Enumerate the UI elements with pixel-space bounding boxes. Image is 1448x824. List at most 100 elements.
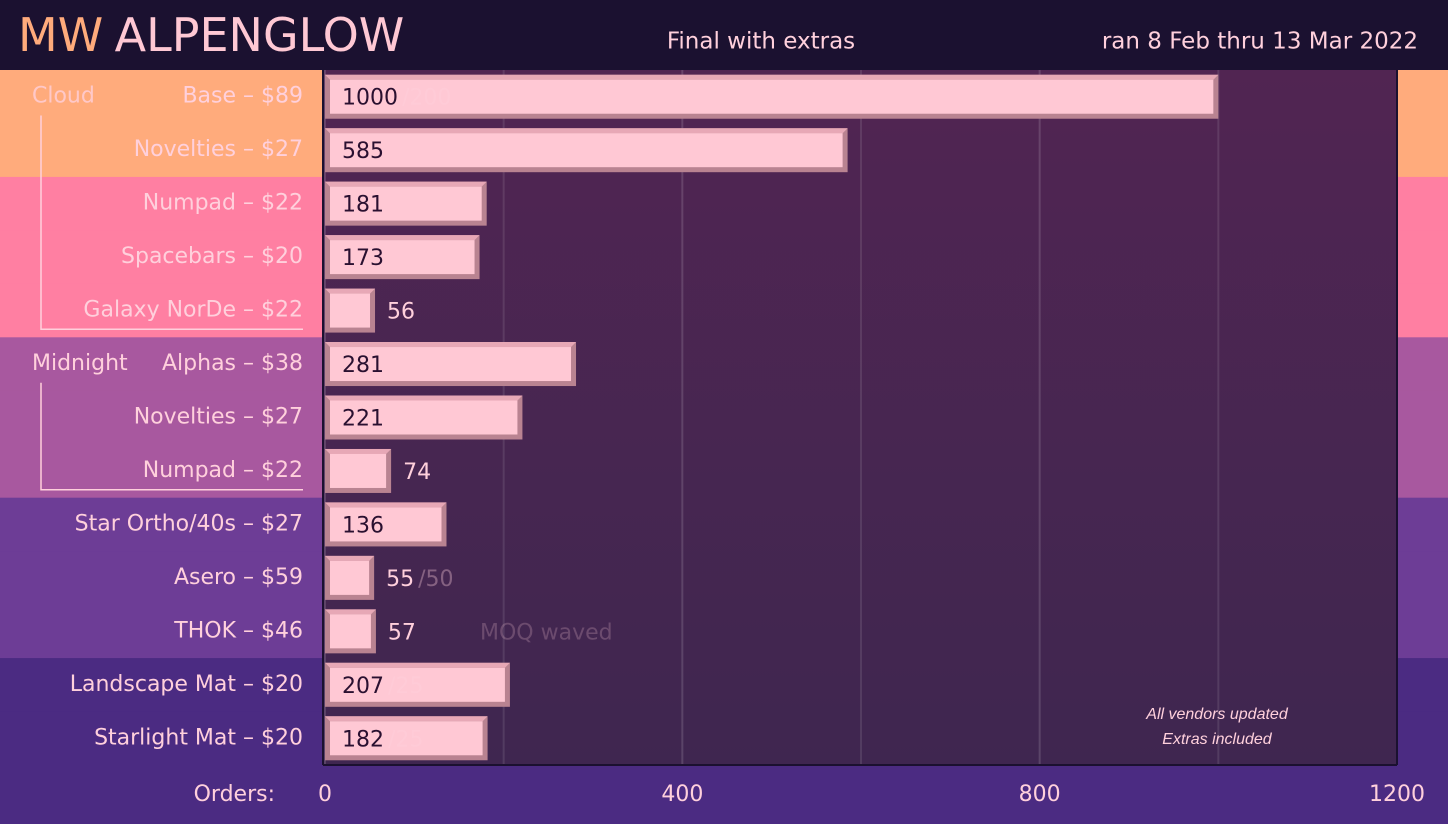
bar-highlight bbox=[325, 288, 376, 294]
row-band bbox=[0, 658, 323, 713]
group-label: Cloud bbox=[32, 84, 95, 109]
value-label: 221 bbox=[342, 407, 384, 432]
row-band bbox=[1397, 283, 1448, 338]
title-main: ALPENGLOW bbox=[115, 8, 405, 62]
bar bbox=[330, 240, 475, 275]
value-label: 56 bbox=[387, 300, 415, 325]
row-band bbox=[0, 551, 323, 606]
bar-highlight bbox=[325, 662, 510, 668]
bar-highlight bbox=[325, 128, 848, 134]
row-band bbox=[1397, 444, 1448, 499]
value-label: 173 bbox=[342, 246, 384, 271]
bar-highlight bbox=[325, 448, 392, 454]
value-label: 281 bbox=[342, 353, 384, 378]
row-band bbox=[1397, 604, 1448, 659]
x-tick-label: 0 bbox=[318, 782, 332, 807]
axis-band bbox=[0, 765, 1448, 824]
bar bbox=[330, 453, 387, 488]
bar-highlight bbox=[325, 181, 487, 187]
value-label: 136 bbox=[342, 513, 384, 538]
moq-label: /25 bbox=[388, 674, 423, 699]
bar-highlight bbox=[325, 395, 523, 401]
row-band bbox=[1397, 70, 1448, 124]
row-band bbox=[0, 337, 323, 392]
y-tick-label: Landscape Mat – $20 bbox=[70, 672, 303, 697]
bar-highlight bbox=[325, 74, 1219, 80]
bar-highlight bbox=[325, 235, 480, 241]
bar bbox=[330, 560, 370, 595]
value-label: 55 bbox=[386, 567, 414, 592]
row-band bbox=[1397, 123, 1448, 178]
y-tick-label: Starlight Mat – $20 bbox=[94, 725, 303, 750]
row-band bbox=[0, 176, 323, 231]
chart-layer: 0 400 800 1200 Orders: Cloud Midnight Base – $8… bbox=[0, 70, 1448, 824]
row-band bbox=[0, 390, 323, 445]
bar bbox=[330, 293, 371, 328]
note-line: Extras included bbox=[1162, 731, 1272, 748]
y-tick-label: Alphas – $38 bbox=[162, 351, 303, 376]
value-label: 207 bbox=[342, 674, 384, 699]
note-line: All vendors updated bbox=[1145, 706, 1289, 723]
date-range: ran 8 Feb thru 13 Mar 2022 bbox=[1102, 29, 1418, 55]
row-band bbox=[1397, 230, 1448, 285]
value-label: 585 bbox=[342, 139, 384, 164]
x-tick-label: 400 bbox=[661, 782, 703, 807]
y-tick-label: Asero – $59 bbox=[174, 565, 303, 590]
y-tick-label: Novelties – $27 bbox=[134, 405, 303, 430]
row-band bbox=[1397, 658, 1448, 713]
bar bbox=[330, 79, 1214, 114]
subtitle: Final with extras bbox=[667, 29, 855, 55]
y-tick-label: Base – $89 bbox=[182, 84, 303, 109]
value-label: 57 bbox=[388, 620, 416, 645]
bar-highlight bbox=[325, 555, 375, 561]
bar-highlight bbox=[325, 502, 447, 508]
row-band bbox=[1397, 551, 1448, 606]
y-tick-label: Numpad – $22 bbox=[143, 191, 303, 216]
row-band bbox=[1397, 497, 1448, 552]
header-bg bbox=[0, 0, 1448, 70]
y-tick-label: Spacebars – $20 bbox=[121, 244, 303, 269]
row-band bbox=[1397, 337, 1448, 392]
y-tick-label: Novelties – $27 bbox=[134, 137, 303, 162]
chart-title: MW ALPENGLOW bbox=[18, 8, 404, 62]
row-band bbox=[0, 711, 323, 766]
group-label: Midnight bbox=[32, 351, 128, 376]
moq-label: /25 bbox=[388, 727, 423, 752]
x-tick-label: 800 bbox=[1019, 782, 1061, 807]
bar bbox=[330, 667, 505, 702]
y-tick-label: Numpad – $22 bbox=[143, 458, 303, 483]
x-axis-label: Orders: bbox=[194, 782, 275, 807]
y-tick-label: Star Ortho/40s – $27 bbox=[75, 511, 303, 536]
bar bbox=[330, 133, 843, 168]
value-label: 1000 bbox=[342, 86, 398, 111]
row-band bbox=[1397, 390, 1448, 445]
row-band bbox=[1397, 711, 1448, 766]
bar-highlight bbox=[325, 716, 488, 722]
row-band bbox=[1397, 176, 1448, 231]
row-band bbox=[0, 123, 323, 178]
bar-highlight bbox=[325, 342, 577, 348]
y-tick-label: THOK – $46 bbox=[173, 618, 303, 643]
moq-label: /200 bbox=[402, 86, 451, 111]
value-label: 181 bbox=[342, 193, 384, 218]
bar bbox=[330, 347, 572, 382]
row-band bbox=[0, 604, 323, 659]
y-tick-label: Galaxy NorDe – $22 bbox=[83, 298, 303, 323]
bar bbox=[330, 400, 518, 435]
moq-label: /50 bbox=[418, 567, 453, 592]
group-bracket bbox=[40, 382, 303, 491]
row-band bbox=[0, 70, 323, 124]
bar bbox=[330, 721, 483, 756]
bar bbox=[330, 186, 482, 221]
bar-highlight bbox=[325, 609, 376, 615]
title-prefix: MW bbox=[18, 8, 102, 62]
bar bbox=[330, 614, 371, 649]
x-tick-label: 1200 bbox=[1369, 782, 1425, 807]
row-band bbox=[0, 230, 323, 285]
group-bracket bbox=[40, 115, 303, 331]
row-note: MOQ waved bbox=[480, 620, 613, 645]
row-band bbox=[0, 497, 323, 552]
value-label: 74 bbox=[403, 460, 431, 485]
